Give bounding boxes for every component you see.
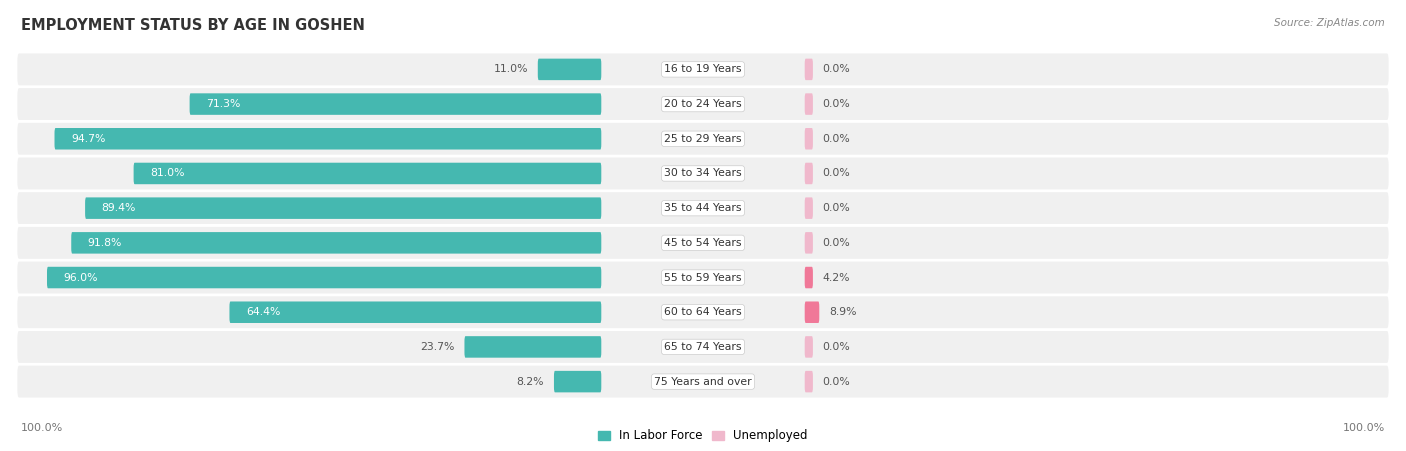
Text: 0.0%: 0.0% bbox=[823, 342, 851, 352]
FancyBboxPatch shape bbox=[804, 163, 813, 184]
Text: 64.4%: 64.4% bbox=[246, 307, 280, 317]
FancyBboxPatch shape bbox=[134, 163, 602, 184]
Text: 55 to 59 Years: 55 to 59 Years bbox=[664, 272, 742, 282]
FancyBboxPatch shape bbox=[17, 88, 1389, 120]
Text: 0.0%: 0.0% bbox=[823, 238, 851, 248]
Text: 8.2%: 8.2% bbox=[516, 377, 544, 387]
FancyBboxPatch shape bbox=[464, 336, 602, 358]
Text: 100.0%: 100.0% bbox=[21, 423, 63, 433]
Text: 100.0%: 100.0% bbox=[1343, 423, 1385, 433]
Text: 0.0%: 0.0% bbox=[823, 134, 851, 144]
FancyBboxPatch shape bbox=[17, 157, 1389, 189]
Text: 96.0%: 96.0% bbox=[63, 272, 98, 282]
FancyBboxPatch shape bbox=[537, 59, 602, 80]
FancyBboxPatch shape bbox=[17, 123, 1389, 155]
FancyBboxPatch shape bbox=[804, 59, 813, 80]
FancyBboxPatch shape bbox=[804, 232, 813, 253]
Text: 0.0%: 0.0% bbox=[823, 64, 851, 74]
FancyBboxPatch shape bbox=[17, 227, 1389, 259]
FancyBboxPatch shape bbox=[804, 267, 813, 288]
FancyBboxPatch shape bbox=[55, 128, 602, 150]
FancyBboxPatch shape bbox=[17, 262, 1389, 294]
Legend: In Labor Force, Unemployed: In Labor Force, Unemployed bbox=[593, 424, 813, 447]
Text: 81.0%: 81.0% bbox=[150, 169, 184, 179]
Text: EMPLOYMENT STATUS BY AGE IN GOSHEN: EMPLOYMENT STATUS BY AGE IN GOSHEN bbox=[21, 18, 366, 33]
FancyBboxPatch shape bbox=[17, 296, 1389, 328]
Text: Source: ZipAtlas.com: Source: ZipAtlas.com bbox=[1274, 18, 1385, 28]
Text: 0.0%: 0.0% bbox=[823, 377, 851, 387]
FancyBboxPatch shape bbox=[804, 301, 820, 323]
FancyBboxPatch shape bbox=[17, 331, 1389, 363]
Text: 89.4%: 89.4% bbox=[101, 203, 136, 213]
Text: 71.3%: 71.3% bbox=[207, 99, 240, 109]
FancyBboxPatch shape bbox=[804, 198, 813, 219]
Text: 16 to 19 Years: 16 to 19 Years bbox=[664, 64, 742, 74]
FancyBboxPatch shape bbox=[190, 93, 602, 115]
FancyBboxPatch shape bbox=[554, 371, 602, 392]
Text: 45 to 54 Years: 45 to 54 Years bbox=[664, 238, 742, 248]
Text: 0.0%: 0.0% bbox=[823, 169, 851, 179]
Text: 0.0%: 0.0% bbox=[823, 203, 851, 213]
FancyBboxPatch shape bbox=[229, 301, 602, 323]
FancyBboxPatch shape bbox=[46, 267, 602, 288]
Text: 91.8%: 91.8% bbox=[87, 238, 122, 248]
FancyBboxPatch shape bbox=[804, 336, 813, 358]
Text: 25 to 29 Years: 25 to 29 Years bbox=[664, 134, 742, 144]
Text: 94.7%: 94.7% bbox=[70, 134, 105, 144]
FancyBboxPatch shape bbox=[17, 192, 1389, 224]
FancyBboxPatch shape bbox=[17, 53, 1389, 85]
FancyBboxPatch shape bbox=[804, 128, 813, 150]
Text: 65 to 74 Years: 65 to 74 Years bbox=[664, 342, 742, 352]
FancyBboxPatch shape bbox=[72, 232, 602, 253]
Text: 20 to 24 Years: 20 to 24 Years bbox=[664, 99, 742, 109]
Text: 8.9%: 8.9% bbox=[830, 307, 856, 317]
Text: 23.7%: 23.7% bbox=[420, 342, 454, 352]
FancyBboxPatch shape bbox=[804, 93, 813, 115]
Text: 4.2%: 4.2% bbox=[823, 272, 851, 282]
FancyBboxPatch shape bbox=[804, 371, 813, 392]
Text: 11.0%: 11.0% bbox=[494, 64, 527, 74]
Text: 60 to 64 Years: 60 to 64 Years bbox=[664, 307, 742, 317]
Text: 35 to 44 Years: 35 to 44 Years bbox=[664, 203, 742, 213]
Text: 30 to 34 Years: 30 to 34 Years bbox=[664, 169, 742, 179]
Text: 75 Years and over: 75 Years and over bbox=[654, 377, 752, 387]
FancyBboxPatch shape bbox=[86, 198, 602, 219]
FancyBboxPatch shape bbox=[17, 366, 1389, 398]
Text: 0.0%: 0.0% bbox=[823, 99, 851, 109]
